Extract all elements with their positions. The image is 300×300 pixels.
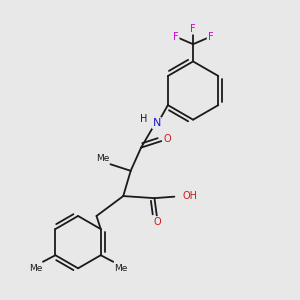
Text: O: O [153,217,160,227]
Text: Me: Me [114,264,128,273]
Text: F: F [190,24,196,34]
Text: N: N [152,118,161,128]
Text: Me: Me [29,264,42,273]
Text: F: F [173,32,179,42]
Text: Me: Me [96,154,109,163]
Text: OH: OH [183,191,198,201]
Text: H: H [140,114,147,124]
Text: F: F [208,32,213,42]
Text: O: O [164,134,171,144]
